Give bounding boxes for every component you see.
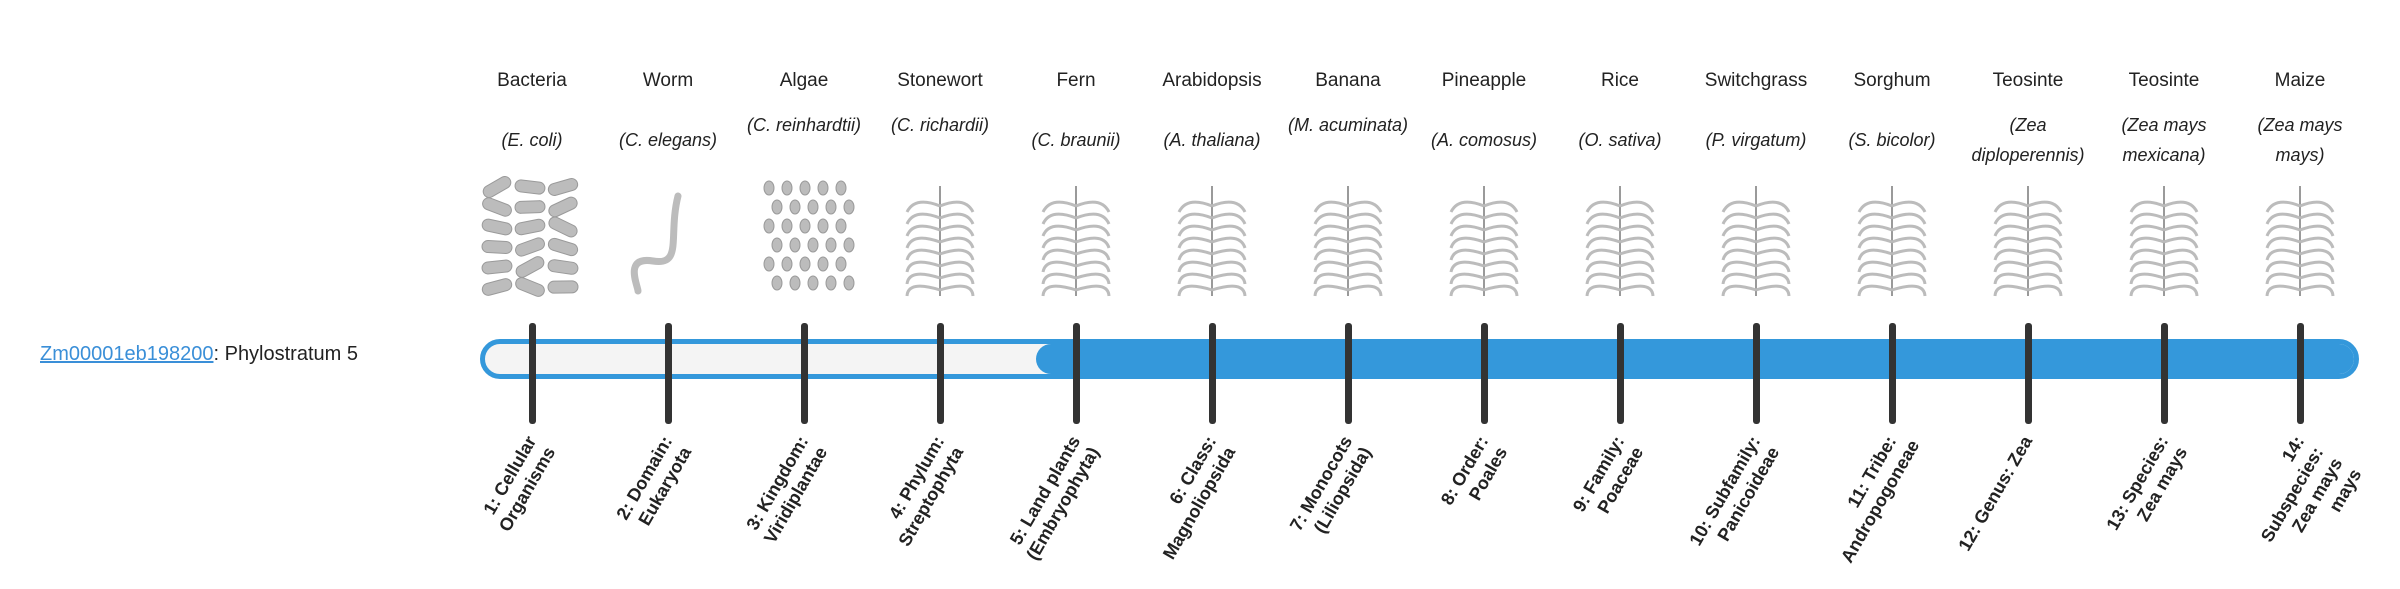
stratum-tick — [1481, 323, 1488, 424]
organism-name: Stonewort — [897, 70, 983, 91]
stratum-label: 10: Subfamily: Panicoideae — [1685, 432, 1784, 550]
stratum-tick — [937, 323, 944, 424]
stratum-tick — [1073, 323, 1080, 424]
organism-name: Banana — [1315, 70, 1381, 91]
organism-name: Bacteria — [497, 70, 567, 91]
organism-scientific-name: (C. richardii) — [890, 115, 989, 135]
stratum-label: 8: Order: Poales — [1436, 432, 1512, 509]
phylostratum-fill — [1036, 344, 2354, 374]
organism-name: Arabidopsis — [1162, 70, 1262, 91]
stratum-tick — [2297, 323, 2304, 424]
stratum-label: 4: Phylum: Streptophyta — [884, 432, 968, 550]
stratum-label: 1: Cellular Organisms — [479, 432, 560, 535]
phylostratum-text: : Phylostratum 5 — [213, 343, 358, 365]
organism-scientific-name: (C. reinhardtii) — [746, 115, 862, 135]
organism-name: Sorghum — [1853, 70, 1931, 91]
organism-scientific-name: (Zea mays mexicana) — [2121, 115, 2207, 165]
organism-name: Rice — [1600, 70, 1639, 91]
stratum-tick — [1889, 323, 1896, 424]
maize-icon — [2245, 176, 2355, 300]
stratum-tick — [665, 323, 672, 424]
gene-label: Zm00001eb198200: Phylostratum 5 — [40, 343, 358, 366]
organism-scientific-name: (M. acuminata) — [1287, 115, 1409, 135]
stratum-label: 13: Species: Zea mays — [2102, 432, 2192, 534]
arabidopsis-icon — [1157, 176, 1267, 300]
stratum-tick — [1753, 323, 1760, 424]
organism-scientific-name: (A. thaliana) — [1163, 130, 1261, 150]
teosinte-icon — [1973, 176, 2083, 300]
organism-name: Pineapple — [1441, 70, 1527, 91]
banana-icon — [1293, 176, 1403, 300]
worm-icon — [613, 176, 723, 300]
organism-scientific-name: (S. bicolor) — [1848, 130, 1936, 150]
stratum-label: 9: Family: Poaceae — [1568, 432, 1648, 517]
stratum-label: 14: Subspecies: Zea mays mays — [2256, 432, 2366, 546]
organism-scientific-name: (P. virgatum) — [1705, 130, 1807, 150]
sorghum-icon — [1837, 176, 1947, 300]
stratum-label: 2: Domain: Eukaryota — [612, 432, 696, 529]
stratum-label: 11: Tribe: Andropogoneae — [1836, 432, 1924, 567]
organism-name: Teosinte — [2128, 70, 2200, 91]
organism-scientific-name: (Zea mays mays) — [2257, 115, 2343, 165]
stratum-tick — [1617, 323, 1624, 424]
stratum-tick — [1209, 323, 1216, 424]
stratum-tick — [2161, 323, 2168, 424]
rice-icon — [1565, 176, 1675, 300]
organism-name: Worm — [642, 70, 694, 91]
stratum-label: 12: Genus: Zea — [1954, 432, 2037, 555]
switchgrass-icon — [1701, 176, 1811, 300]
stratum-tick — [529, 323, 536, 424]
phylostratum-bar — [480, 339, 2359, 379]
algae-icon — [749, 176, 859, 300]
organism-scientific-name: (O. sativa) — [1578, 130, 1662, 150]
stratum-tick — [2025, 323, 2032, 424]
organism-scientific-name: (C. elegans) — [618, 130, 718, 150]
organism-name: Switchgrass — [1704, 70, 1808, 91]
organism-name: Algae — [779, 70, 829, 91]
bacteria-icon — [477, 176, 587, 300]
stratum-tick — [801, 323, 808, 424]
organism-scientific-name: (A. comosus) — [1430, 130, 1538, 150]
pineapple-icon — [1429, 176, 1539, 300]
organism-scientific-name: (Zea diploperennis) — [1971, 115, 2085, 165]
stratum-tick — [1345, 323, 1352, 424]
organism-name: Teosinte — [1992, 70, 2064, 91]
organism-name: Fern — [1056, 70, 1096, 91]
stonewort-icon — [885, 176, 995, 300]
organism-scientific-name: (E. coli) — [501, 130, 563, 150]
teosinte-icon — [2109, 176, 2219, 300]
organism-scientific-name: (C. braunii) — [1031, 130, 1121, 150]
stratum-label: 6: Class: Magnoliopsida — [1158, 432, 1240, 563]
stratum-label: 7: Monocots (Liliopsida) — [1285, 432, 1376, 537]
stratum-label: 5: Land plants (Embryophyta) — [1005, 432, 1104, 564]
organism-name: Maize — [2274, 70, 2326, 91]
fern-icon — [1021, 176, 1131, 300]
stratum-label: 3: Kingdom: Viridiplantae — [742, 432, 832, 547]
gene-link[interactable]: Zm00001eb198200 — [40, 343, 214, 365]
